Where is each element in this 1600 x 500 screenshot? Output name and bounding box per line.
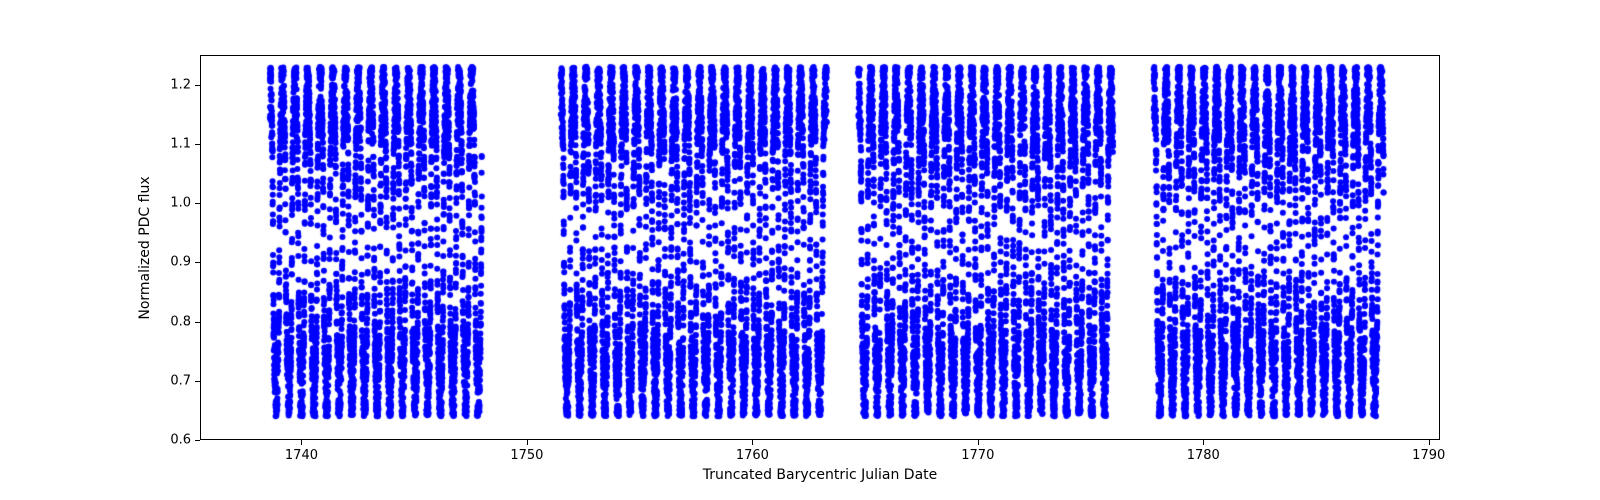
y-tick-label: 0.7 — [170, 373, 191, 388]
y-tick — [195, 322, 200, 323]
y-tick-label: 0.6 — [170, 433, 191, 448]
x-tick — [1429, 440, 1430, 445]
y-tick — [195, 262, 200, 263]
y-tick-label: 0.9 — [170, 255, 191, 270]
y-tick-label: 1.2 — [170, 77, 191, 92]
x-tick — [1203, 440, 1204, 445]
x-axis-label: Truncated Barycentric Julian Date — [703, 467, 938, 483]
y-tick — [195, 381, 200, 382]
x-tick-label: 1780 — [1187, 448, 1220, 463]
y-axis-label: Normalized PDC flux — [137, 176, 153, 319]
plot-area — [200, 55, 1440, 440]
x-tick-label: 1750 — [510, 448, 543, 463]
x-tick — [978, 440, 979, 445]
y-tick — [195, 85, 200, 86]
x-tick-label: 1740 — [285, 448, 318, 463]
y-tick — [195, 440, 200, 441]
x-tick-label: 1790 — [1412, 448, 1445, 463]
x-tick — [752, 440, 753, 445]
figure: 1740 1750 1760 1770 1780 1790 0.6 0.7 0.8 0.9 1.0… — [0, 0, 1600, 500]
y-tick-label: 1.1 — [170, 136, 191, 151]
y-tick-label: 0.8 — [170, 314, 191, 329]
y-tick-label: 1.0 — [170, 196, 191, 211]
scatter-canvas — [200, 55, 1440, 440]
x-tick-label: 1760 — [736, 448, 769, 463]
x-tick-label: 1770 — [961, 448, 994, 463]
x-tick — [301, 440, 302, 445]
y-tick — [195, 203, 200, 204]
x-tick — [527, 440, 528, 445]
y-tick — [195, 144, 200, 145]
